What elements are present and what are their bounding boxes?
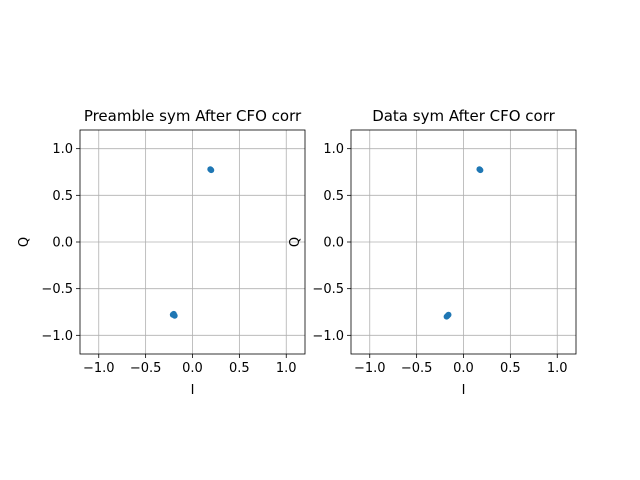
y-tick-label: 0.5 bbox=[323, 189, 344, 204]
x-tick-label: −0.5 bbox=[130, 361, 162, 376]
y-axis-label: Q bbox=[288, 237, 303, 247]
x-axis-label: I bbox=[462, 383, 466, 398]
x-tick-label: −1.0 bbox=[354, 361, 386, 376]
data-point bbox=[443, 313, 450, 320]
y-axis-label: Q bbox=[17, 237, 32, 247]
subplot-data: −1.0 −0.5 0.0 0.5 1.0 −1.0 −0.5 0.0 0.5 1.0 Data s… bbox=[288, 107, 577, 398]
x-tick-label: 1.0 bbox=[276, 361, 297, 376]
data-point bbox=[170, 310, 177, 317]
x-tick-label: 0.0 bbox=[453, 361, 474, 376]
y-tick-label: 1.0 bbox=[52, 142, 73, 157]
y-tick-label: −1.0 bbox=[312, 329, 344, 344]
y-tick-label: 0.0 bbox=[52, 236, 73, 251]
x-tick-label: 0.5 bbox=[500, 361, 521, 376]
y-tick-label: 1.0 bbox=[323, 142, 344, 157]
x-tick-label: 1.0 bbox=[547, 361, 568, 376]
data-point bbox=[477, 167, 484, 174]
x-tick-label: −1.0 bbox=[83, 361, 115, 376]
chart-title: Data sym After CFO corr bbox=[372, 107, 555, 125]
data-point bbox=[208, 167, 215, 174]
subplot-preamble: −1.0 −0.5 0.0 0.5 1.0 −1.0 −0.5 0.0 0.5 1.0 Preamb… bbox=[17, 107, 306, 398]
y-tick-label: −1.0 bbox=[41, 329, 73, 344]
x-axis-label: I bbox=[191, 383, 195, 398]
chart-title: Preamble sym After CFO corr bbox=[84, 107, 302, 125]
y-tick-label: −0.5 bbox=[41, 282, 73, 297]
x-tick-label: 0.5 bbox=[229, 361, 250, 376]
y-tick-label: 0.5 bbox=[52, 189, 73, 204]
y-tick-label: −0.5 bbox=[312, 282, 344, 297]
y-tick-label: 0.0 bbox=[323, 236, 344, 251]
x-tick-label: −0.5 bbox=[401, 361, 433, 376]
x-tick-label: 0.0 bbox=[182, 361, 203, 376]
